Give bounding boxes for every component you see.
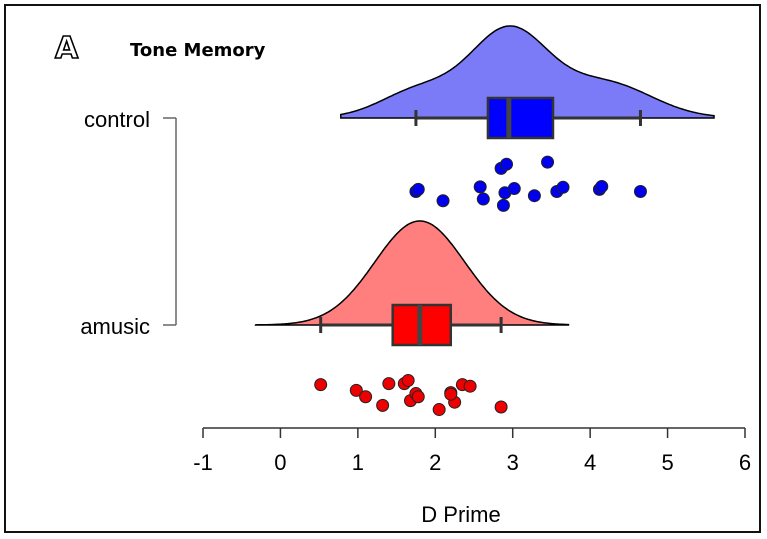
x-tick-label-6: 5 bbox=[661, 450, 673, 475]
x-tick-label-2: 1 bbox=[352, 450, 364, 475]
data-point-amusic-0 bbox=[314, 378, 328, 392]
data-point-control-16 bbox=[633, 185, 647, 198]
data-point-control-15 bbox=[595, 179, 609, 193]
x-axis-title: D Prime bbox=[421, 502, 500, 527]
data-point-amusic-1 bbox=[349, 383, 363, 397]
panel-title: Tone Memory bbox=[130, 40, 266, 61]
data-point-amusic-16 bbox=[494, 400, 508, 414]
data-point-control-1 bbox=[411, 182, 425, 196]
data-point-amusic-3 bbox=[376, 398, 390, 412]
group-control bbox=[340, 25, 715, 212]
data-point-amusic-14 bbox=[463, 379, 477, 393]
data-point-control-8 bbox=[496, 198, 510, 212]
box-control bbox=[486, 96, 555, 140]
density-cloud-control bbox=[340, 25, 715, 119]
data-point-amusic-15 bbox=[444, 387, 458, 401]
data-point-control-13 bbox=[556, 180, 570, 194]
x-tick-label-1: 0 bbox=[274, 450, 286, 475]
data-point-control-2 bbox=[436, 194, 450, 208]
data-point-amusic-4 bbox=[382, 377, 396, 391]
x-axis-ticks: -1 0 1 2 3 4 5 6 bbox=[193, 428, 751, 475]
density-cloud-amusic bbox=[254, 220, 570, 326]
group-amusic bbox=[254, 220, 570, 417]
y-label-control: control bbox=[84, 107, 150, 132]
data-point-control-6 bbox=[500, 157, 514, 171]
groups-layer bbox=[254, 25, 715, 417]
x-tick-label-7: 6 bbox=[739, 450, 751, 475]
data-point-control-11 bbox=[541, 155, 555, 169]
data-point-amusic-6 bbox=[401, 373, 415, 387]
x-tick-label-5: 4 bbox=[584, 450, 596, 475]
data-point-control-9 bbox=[507, 182, 521, 196]
x-tick-label-3: 2 bbox=[429, 450, 441, 475]
x-tick-label-0: -1 bbox=[193, 450, 213, 475]
data-point-control-3 bbox=[473, 180, 487, 194]
data-point-amusic-9 bbox=[411, 390, 425, 404]
data-point-amusic-10 bbox=[432, 403, 446, 417]
panel-letter: A bbox=[55, 31, 79, 66]
data-point-control-10 bbox=[527, 189, 541, 203]
x-tick-label-4: 3 bbox=[507, 450, 519, 475]
data-point-control-4 bbox=[476, 192, 490, 206]
data-point-amusic-2 bbox=[359, 390, 373, 404]
y-label-amusic: amusic bbox=[80, 314, 150, 339]
